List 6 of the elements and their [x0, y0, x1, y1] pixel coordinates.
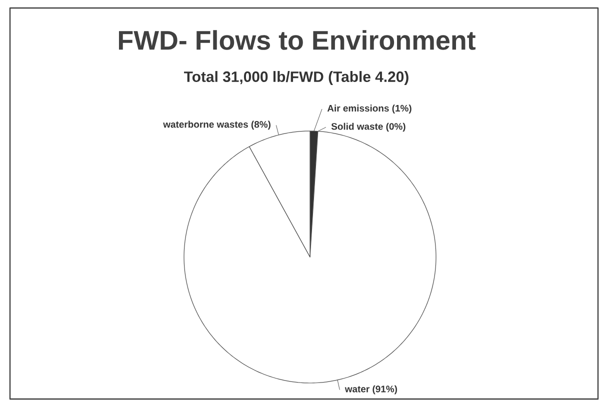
chart-subtitle: Total 31,000 lb/FWD (Table 4.20) [184, 71, 408, 85]
slice-label: waterborne wastes (8%) [163, 120, 270, 130]
chart-title: FWD- Flows to Environment [118, 30, 476, 50]
slice-label: water (91%) [344, 385, 398, 394]
slice-label: Air emissions (1%) [327, 104, 412, 114]
legend-label: Solid waste (0%) [331, 122, 406, 132]
